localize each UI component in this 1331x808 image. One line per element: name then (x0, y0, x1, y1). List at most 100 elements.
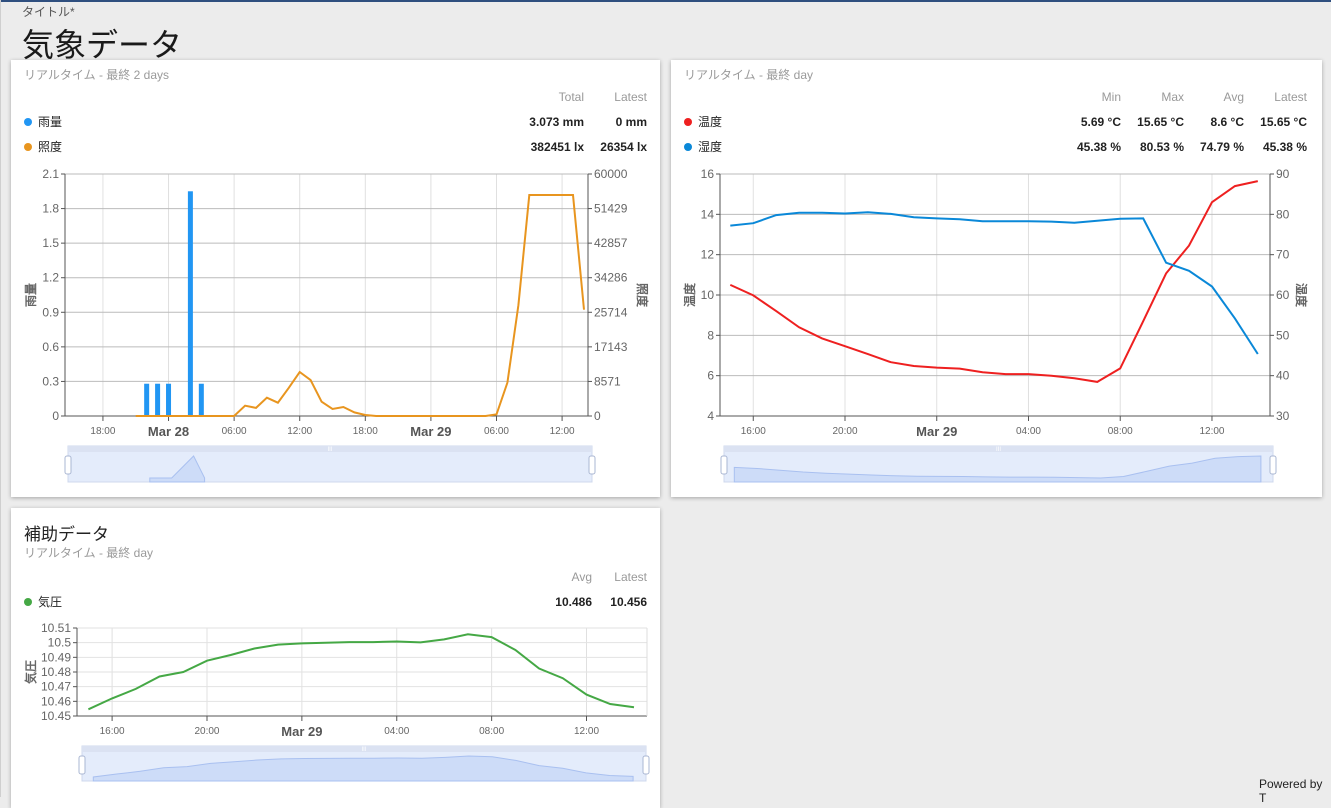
x-tick-label: Mar 28 (148, 424, 189, 439)
series-color-dot (684, 142, 692, 151)
x-tick-label: 18:00 (353, 426, 378, 437)
card-title: 補助データ (24, 525, 109, 544)
rain-bar (187, 191, 193, 416)
x-tick-label: 12:00 (287, 426, 312, 437)
navigator-area (92, 755, 634, 782)
navigator-right-handle[interactable] (642, 755, 650, 775)
x-tick-label: 08:00 (479, 726, 504, 737)
range-navigator[interactable]: III (78, 745, 650, 782)
card-subtitle: リアルタイム - 最終 2 days (24, 68, 169, 82)
humidity-latest: 45.38 % (1262, 139, 1307, 154)
y-right-tick-label: 40 (1276, 369, 1290, 383)
x-tick-label: 20:00 (832, 426, 857, 437)
auxiliary-data-card: 補助データ リアルタイム - 最終 day Avg Latest 気圧 10.4… (11, 508, 660, 808)
y-left-tick-label: 10.47 (41, 680, 71, 694)
column-avg: Avg (571, 569, 592, 584)
y-left-tick-label: 0.6 (42, 340, 59, 354)
x-tick-label: Mar 29 (916, 424, 957, 439)
navigator-left-handle[interactable] (720, 455, 728, 475)
navigator-right-handle[interactable] (1269, 455, 1277, 475)
rain-bar (144, 383, 150, 416)
column-max: Max (1161, 89, 1184, 104)
pressure-latest: 10.456 (610, 594, 647, 609)
y-right-tick-label: 90 (1276, 167, 1290, 181)
column-latest: Latest (614, 569, 647, 584)
navigator-grip-icon: III (996, 447, 1001, 453)
legend-row-rain[interactable]: 雨量 3.073 mm 0 mm (24, 109, 647, 134)
y-right-axis-title: 湿度 (1294, 283, 1309, 308)
y-left-tick-label: 8 (707, 328, 714, 342)
y-left-tick-label: 10.48 (41, 665, 71, 679)
y-right-tick-label: 60000 (594, 167, 628, 181)
y-right-tick-label: 42857 (594, 236, 628, 250)
legend-header: Total Latest (24, 84, 647, 109)
y-left-tick-label: 0.3 (42, 374, 59, 388)
y-left-tick-label: 16 (701, 167, 715, 181)
series-name: 気圧 (38, 595, 63, 609)
series-color-dot (24, 117, 32, 126)
range-navigator[interactable]: III (720, 445, 1277, 483)
x-tick-label: 16:00 (741, 426, 766, 437)
series-line-温度 (729, 180, 1259, 383)
x-tick-label: 04:00 (384, 726, 409, 737)
rain-illuminance-chart[interactable]: 18:00 Mar 28 06:00 12:00 18:00 Mar 29 06:00 12:… (11, 60, 660, 497)
temperature-latest: 15.65 °C (1260, 114, 1307, 129)
navigator-grip-icon: III (361, 747, 366, 753)
temperature-min: 5.69 °C (1080, 114, 1121, 129)
legend-header: Min Max Avg Latest (684, 84, 1307, 109)
legend-row-temperature[interactable]: 温度 5.69 °C 15.65 °C 8.6 °C 15.65 °C (684, 109, 1307, 134)
series-line-湿度 (730, 211, 1259, 355)
y-left-tick-label: 1.8 (42, 202, 59, 216)
legend-table: Total Latest 雨量 3.073 mm 0 mm 照度 382451 … (24, 84, 647, 159)
y-right-tick-label: 25714 (594, 305, 628, 319)
page-title[interactable]: 気象データ (22, 27, 183, 63)
y-left-tick-label: 10.5 (48, 636, 72, 650)
y-right-tick-label: 30 (1276, 409, 1290, 423)
navigator-left-handle[interactable] (64, 455, 72, 475)
x-tick-label: 08:00 (1108, 426, 1133, 437)
y-left-tick-label: 4 (707, 409, 714, 423)
illuminance-latest: 26354 lx (600, 139, 647, 154)
y-left-tick-label: 1.5 (42, 236, 59, 250)
y-left-axis-title: 雨量 (24, 283, 38, 307)
y-left-tick-label: 10.51 (41, 621, 71, 635)
navigator-drag-bar (68, 446, 592, 452)
card-subtitle: リアルタイム - 最終 day (684, 68, 813, 82)
pressure-avg: 10.486 (555, 594, 592, 609)
navigator-left-handle[interactable] (78, 755, 86, 775)
y-left-tick-label: 0.9 (42, 305, 59, 319)
navigator-grip-icon: III (327, 447, 332, 453)
navigator-right-handle[interactable] (588, 455, 596, 475)
y-left-tick-label: 10.45 (41, 709, 71, 723)
y-left-axis-title: 温度 (682, 282, 697, 307)
legend-table: Avg Latest 気圧 10.486 10.456 (24, 564, 647, 614)
humidity-avg: 74.79 % (1199, 139, 1244, 154)
range-navigator[interactable]: III (64, 445, 596, 483)
temperature-humidity-card: リアルタイム - 最終 day Min Max Avg Latest 温度 5.… (671, 60, 1322, 497)
title-field-label: タイトル* (22, 5, 75, 19)
rain-bar (198, 383, 204, 416)
navigator-area (149, 455, 206, 483)
navigator-drag-bar (82, 746, 646, 752)
y-left-tick-label: 2.1 (42, 167, 59, 181)
y-left-tick-label: 1.2 (42, 271, 59, 285)
y-right-tick-label: 8571 (594, 374, 621, 388)
rain-latest: 0 mm (615, 114, 647, 129)
y-right-tick-label: 17143 (594, 340, 628, 354)
pressure-chart[interactable]: 16:00 20:00 Mar 29 04:00 08:00 12:0010.4510.4… (11, 508, 660, 808)
legend-row-illuminance[interactable]: 照度 382451 lx 26354 lx (24, 134, 647, 159)
legend-row-pressure[interactable]: 気圧 10.486 10.456 (24, 589, 647, 614)
y-right-tick-label: 34286 (594, 271, 628, 285)
legend-row-humidity[interactable]: 湿度 45.38 % 80.53 % 74.79 % 45.38 % (684, 134, 1307, 159)
y-left-axis-title: 気圧 (23, 660, 38, 684)
humidity-max: 80.53 % (1139, 139, 1184, 154)
column-avg: Avg (1223, 89, 1244, 104)
series-line-照度 (135, 194, 585, 417)
series-color-dot (24, 597, 32, 606)
series-line-気圧 (87, 633, 635, 711)
rain-bar (155, 383, 161, 416)
y-right-tick-label: 51429 (594, 202, 628, 216)
y-right-axis-title: 照度 (635, 283, 650, 308)
temperature-humidity-chart[interactable]: 16:00 20:00 Mar 29 04:00 08:00 12:00 4 6 8 10 12 14… (671, 60, 1322, 497)
x-tick-label: 12:00 (1199, 426, 1224, 437)
